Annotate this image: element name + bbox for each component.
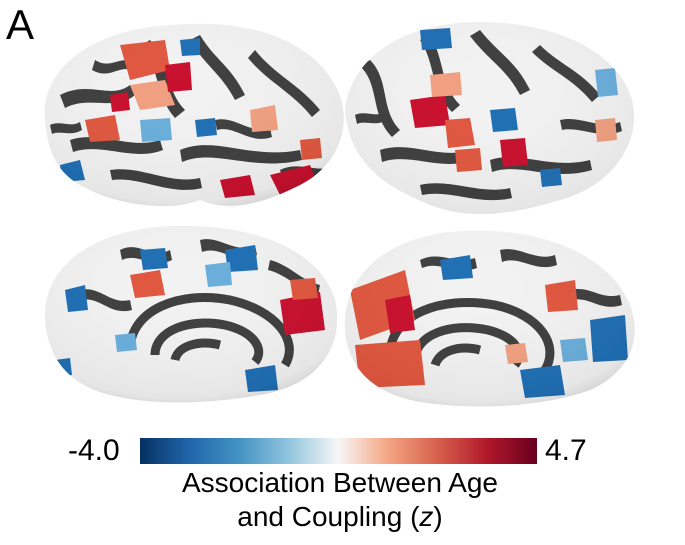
brain-left-medial <box>44 225 338 403</box>
colorbar <box>140 438 537 464</box>
colorbar-title-line1: Association Between Age <box>182 467 498 498</box>
colorbar-max-label: 4.7 <box>545 434 587 467</box>
colorbar-min-label: -4.0 <box>68 434 120 467</box>
brain-right-medial <box>344 230 635 407</box>
colorbar-title-line2: and Coupling (z) <box>140 500 540 534</box>
panel-label: A <box>6 1 35 48</box>
brain-left-lateral <box>44 23 344 207</box>
colorbar-title-line2-suffix: ) <box>433 501 443 532</box>
colorbar-title-variable: z <box>419 501 434 532</box>
brain-surface-figure <box>44 22 635 407</box>
colorbar-title-line2-prefix: and Coupling ( <box>237 501 420 532</box>
brain-right-lateral <box>345 22 635 215</box>
colorbar-title: Association Between Age and Coupling (z) <box>140 466 540 534</box>
